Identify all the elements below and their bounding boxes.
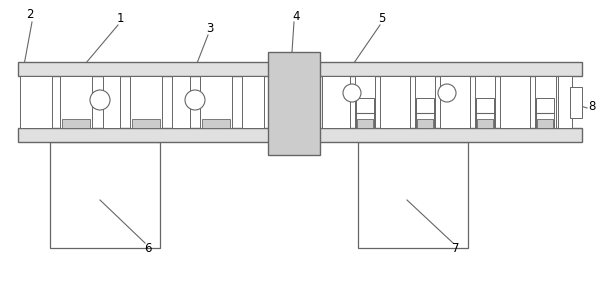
Bar <box>358 142 468 248</box>
Bar <box>172 76 190 128</box>
Bar <box>355 76 375 128</box>
Text: 4: 4 <box>292 10 300 23</box>
Bar <box>558 76 572 128</box>
Bar <box>103 76 120 128</box>
Bar <box>570 87 582 118</box>
Bar <box>417 119 433 128</box>
Bar <box>50 142 160 248</box>
Bar <box>356 98 374 128</box>
Bar <box>200 76 232 128</box>
Bar <box>416 98 434 128</box>
Bar <box>132 119 160 128</box>
Circle shape <box>343 84 361 102</box>
Bar <box>536 98 554 128</box>
Bar <box>202 119 230 128</box>
Bar <box>537 119 553 128</box>
Circle shape <box>185 90 205 110</box>
Bar <box>20 76 52 128</box>
Bar <box>476 98 494 128</box>
Bar <box>415 76 435 128</box>
Text: 7: 7 <box>452 242 460 255</box>
Bar <box>380 76 410 128</box>
Bar <box>440 76 470 128</box>
Bar <box>322 76 350 128</box>
Bar <box>130 76 162 128</box>
Bar <box>18 128 582 142</box>
Text: 1: 1 <box>116 12 124 25</box>
Circle shape <box>90 90 110 110</box>
Bar <box>60 76 92 128</box>
Bar <box>477 119 493 128</box>
Bar <box>268 52 320 155</box>
Bar <box>62 119 90 128</box>
Text: 3: 3 <box>206 21 214 34</box>
Text: 2: 2 <box>26 8 34 21</box>
Bar <box>242 76 264 128</box>
Bar <box>18 62 582 76</box>
Text: 5: 5 <box>379 12 386 25</box>
Text: 8: 8 <box>589 101 596 114</box>
Bar <box>357 119 373 128</box>
Circle shape <box>438 84 456 102</box>
Bar <box>535 76 556 128</box>
Text: 6: 6 <box>144 242 152 255</box>
Bar <box>475 76 495 128</box>
Bar <box>500 76 530 128</box>
